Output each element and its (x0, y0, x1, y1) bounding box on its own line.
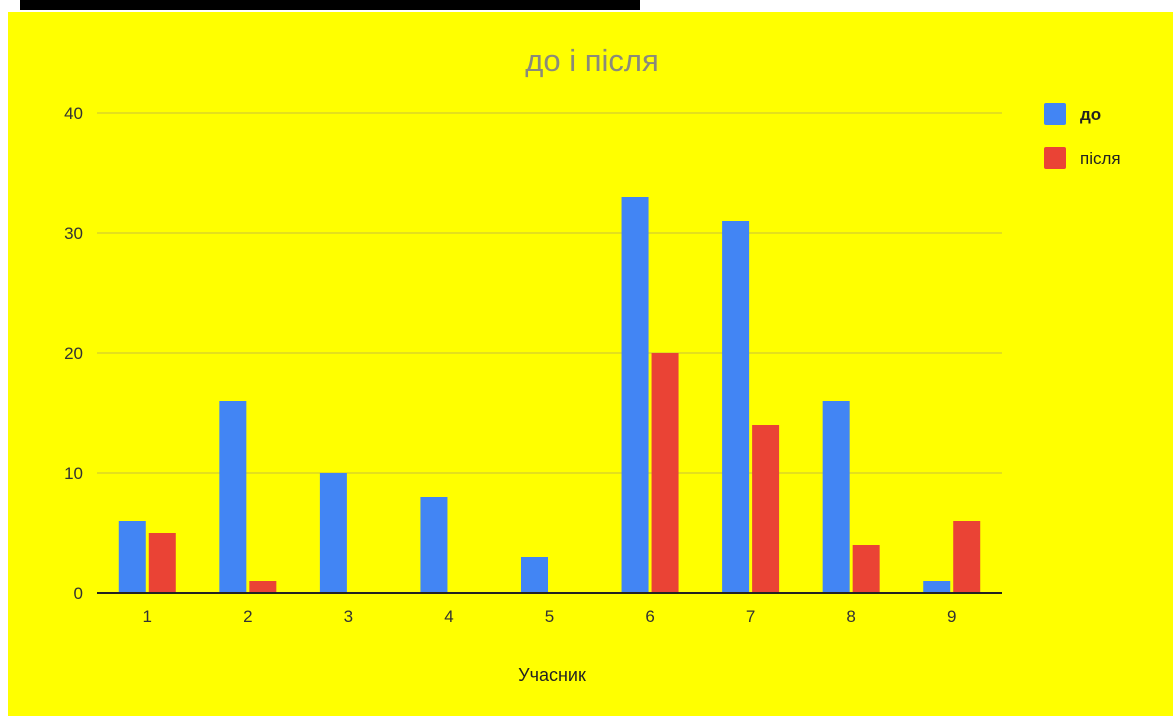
bar-pislia-2 (249, 581, 277, 593)
bar-do-6 (621, 197, 649, 593)
bar-do-8 (822, 401, 850, 593)
x-tick-label: 2 (243, 607, 252, 626)
bar-pislia-1 (148, 533, 176, 593)
y-tick-label: 10 (64, 464, 83, 483)
y-tick-label: 40 (64, 104, 83, 123)
y-tick-label: 20 (64, 344, 83, 363)
legend-swatch-do (1044, 103, 1066, 125)
bar-do-1 (118, 521, 146, 593)
legend: до після (1044, 103, 1121, 169)
cropped-heading-bar (0, 0, 1176, 12)
bar-pislia-8 (852, 545, 880, 593)
gridlines (97, 112, 1002, 474)
bar-do-9 (923, 581, 951, 593)
legend-label: до (1080, 105, 1101, 124)
chart-panel (8, 12, 1173, 716)
bar-do-2 (219, 401, 247, 593)
bar-do-3 (319, 473, 347, 593)
bar-do-7 (722, 221, 750, 593)
bar-pislia-6 (651, 353, 679, 593)
x-axis-title: Учасник (518, 665, 586, 685)
x-tick-label: 6 (645, 607, 654, 626)
chart-title: до і після (525, 43, 659, 78)
bar-do-4 (420, 497, 448, 593)
bar-pislia-9 (953, 521, 981, 593)
x-tick-label: 7 (746, 607, 755, 626)
bar-pislia-7 (752, 425, 780, 593)
y-tick-label: 0 (74, 584, 83, 603)
legend-label: після (1080, 149, 1121, 168)
x-tick-label: 5 (545, 607, 554, 626)
x-tick-label: 4 (444, 607, 453, 626)
x-tick-label: 1 (143, 607, 152, 626)
bar-do-5 (521, 557, 548, 593)
x-tick-label: 9 (947, 607, 956, 626)
y-tick-label: 30 (64, 224, 83, 243)
axes: 0 10 20 30 40 1 2 3 4 5 6 7 8 9 (64, 104, 1002, 626)
x-tick-label: 8 (846, 607, 855, 626)
legend-swatch-pislia (1044, 147, 1066, 169)
x-tick-label: 3 (344, 607, 353, 626)
bars (118, 197, 981, 593)
